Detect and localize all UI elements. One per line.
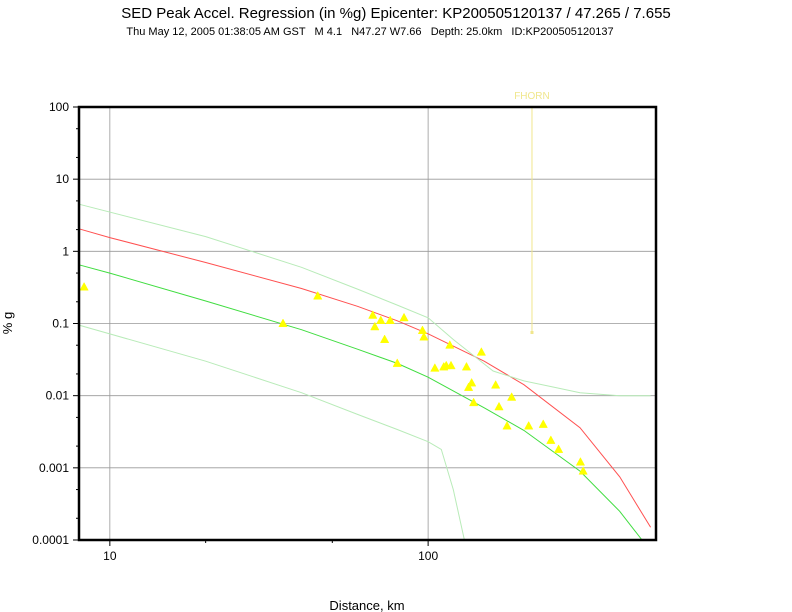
data-point [392,358,402,367]
axis-ticks: 100 10 1 0.1 0.01 0.001 0.0001 10 100 [32,100,438,563]
data-point [524,420,534,430]
chart-subtitle: Thu May 12, 2005 01:38:05 AM GST M 4.1 N… [126,26,614,38]
data-point [278,318,288,327]
y-tick-label: 0.01 [46,389,70,403]
y-tick-label: 0.0001 [32,533,69,547]
regression-line-3 [78,203,651,397]
station-annotation: FHORN [514,91,550,335]
data-point [575,457,586,466]
regression-lines [78,203,652,541]
x-tick-label: 10 [103,549,117,563]
data-point [546,435,556,444]
data-point [446,360,456,370]
x-axis-label: Distance, km [329,598,404,612]
data-point [376,315,386,324]
data-point [445,340,455,349]
data-point [313,291,323,300]
data-point [79,282,89,291]
data-point [538,419,548,428]
grid-lines [79,106,656,541]
data-point [399,312,409,322]
chart-title: SED Peak Accel. Regression (in %g) Epice… [121,5,671,22]
data-point [553,444,564,453]
y-tick-label: 1 [62,244,69,258]
y-tick-label: 0.001 [39,461,69,475]
y-tick-label: 10 [56,172,70,186]
data-point [370,321,380,331]
data-point [467,377,477,387]
data-point [469,397,479,407]
regression-line-1 [78,228,652,528]
data-point [463,382,474,391]
y-tick-label: 100 [49,100,69,114]
data-point [430,363,440,372]
station-marker-end [530,331,534,335]
data-point [461,361,472,371]
y-axis-label: % g [0,312,15,334]
data-point [494,401,504,411]
regression-line-2 [78,264,643,541]
data-point [385,315,395,324]
data-point [368,310,378,319]
data-point [491,380,501,389]
data-point [476,347,486,356]
station-label: FHORN [514,91,550,102]
x-tick-label: 100 [418,549,438,563]
regression-line-4 [78,324,465,541]
data-point [578,466,588,475]
data-point [417,325,428,334]
data-point [507,392,517,401]
data-point [502,420,512,430]
data-point [419,331,429,341]
data-point [379,334,390,343]
data-points [79,282,588,475]
y-tick-label: 0.1 [52,317,69,331]
